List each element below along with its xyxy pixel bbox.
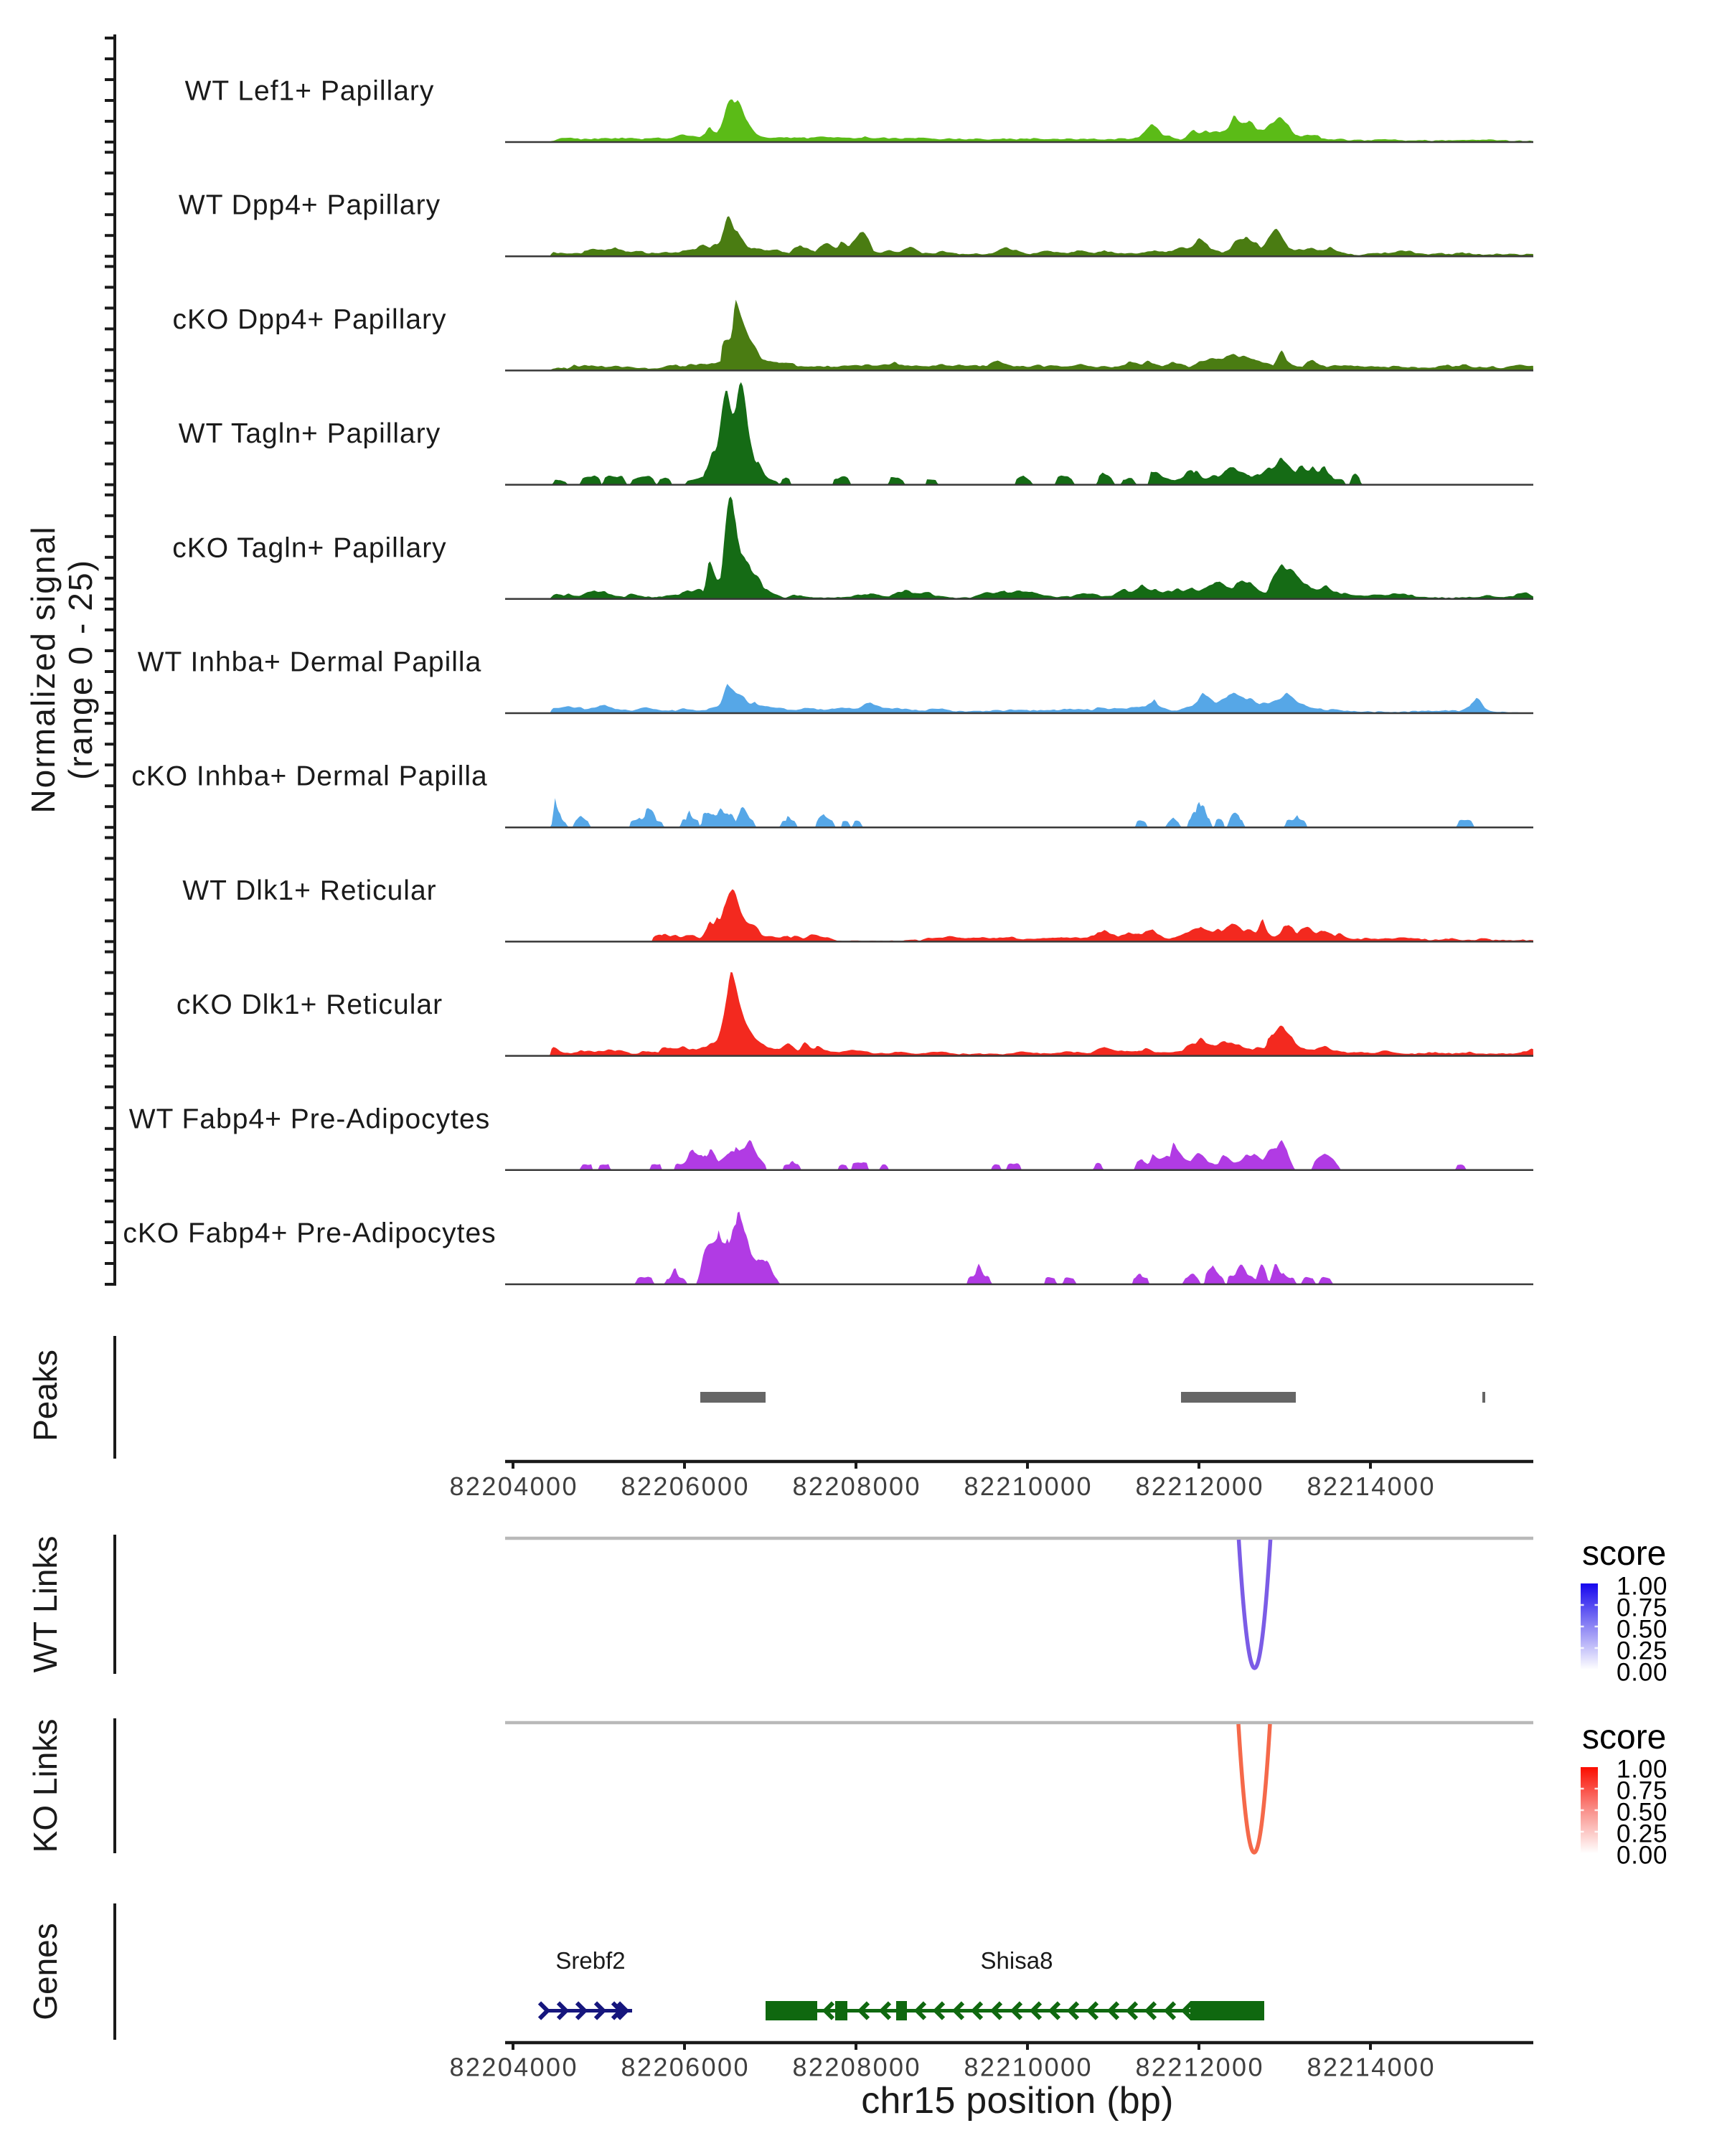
svg-text:82214000: 82214000 (1307, 2053, 1436, 2082)
svg-text:0.50: 0.50 (1617, 1616, 1667, 1644)
svg-text:82210000: 82210000 (964, 1472, 1093, 1501)
svg-text:cKO Dlk1+ Reticular: cKO Dlk1+ Reticular (177, 989, 443, 1020)
svg-text:WT Fabp4+ Pre-Adipocytes: WT Fabp4+ Pre-Adipocytes (129, 1103, 490, 1134)
svg-text:Shisa8: Shisa8 (981, 1947, 1053, 1974)
svg-text:Srebf2: Srebf2 (555, 1947, 625, 1974)
svg-text:82204000: 82204000 (450, 1472, 578, 1501)
svg-text:cKO Dpp4+ Papillary: cKO Dpp4+ Papillary (172, 304, 446, 335)
svg-text:82206000: 82206000 (621, 1472, 750, 1501)
svg-text:(range 0 - 25): (range 0 - 25) (62, 559, 99, 780)
svg-text:cKO Fabp4+ Pre-Adipocytes: cKO Fabp4+ Pre-Adipocytes (123, 1218, 496, 1249)
svg-text:82210000: 82210000 (964, 2053, 1093, 2082)
svg-text:cKO Inhba+ Dermal Papilla: cKO Inhba+ Dermal Papilla (131, 761, 488, 792)
svg-text:score: score (1582, 1718, 1666, 1756)
svg-text:0.75: 0.75 (1617, 1777, 1667, 1805)
svg-text:82208000: 82208000 (793, 2053, 921, 2082)
svg-text:WT Links: WT Links (27, 1536, 64, 1673)
svg-text:WT Dlk1+ Reticular: WT Dlk1+ Reticular (182, 875, 436, 906)
svg-text:0.00: 0.00 (1617, 1659, 1667, 1687)
svg-text:cKO Tagln+ Papillary: cKO Tagln+ Papillary (172, 532, 446, 563)
svg-text:1.00: 1.00 (1617, 1756, 1667, 1784)
svg-text:Genes: Genes (27, 1923, 64, 2020)
svg-text:82204000: 82204000 (450, 2053, 578, 2082)
svg-text:WT Inhba+ Dermal Papilla: WT Inhba+ Dermal Papilla (138, 647, 482, 678)
svg-text:Normalized signal: Normalized signal (24, 525, 62, 813)
svg-text:82214000: 82214000 (1307, 1472, 1436, 1501)
svg-text:82212000: 82212000 (1136, 1472, 1264, 1501)
svg-text:Peaks: Peaks (27, 1350, 64, 1441)
svg-text:82208000: 82208000 (793, 1472, 921, 1501)
svg-text:chr15 position (bp): chr15 position (bp) (861, 2080, 1173, 2122)
svg-text:0.75: 0.75 (1617, 1594, 1667, 1622)
svg-text:score: score (1582, 1535, 1666, 1573)
svg-text:WT Lef1+ Papillary: WT Lef1+ Papillary (185, 76, 435, 107)
svg-text:82212000: 82212000 (1136, 2053, 1264, 2082)
svg-text:82206000: 82206000 (621, 2053, 750, 2082)
svg-text:0.25: 0.25 (1617, 1820, 1667, 1848)
svg-text:WT Dpp4+ Papillary: WT Dpp4+ Papillary (179, 190, 441, 221)
svg-text:KO Links: KO Links (27, 1719, 64, 1853)
svg-text:WT Tagln+ Papillary: WT Tagln+ Papillary (179, 418, 441, 449)
svg-text:0.50: 0.50 (1617, 1799, 1667, 1827)
svg-text:1.00: 1.00 (1617, 1573, 1667, 1601)
svg-text:0.00: 0.00 (1617, 1842, 1667, 1870)
svg-text:0.25: 0.25 (1617, 1637, 1667, 1665)
